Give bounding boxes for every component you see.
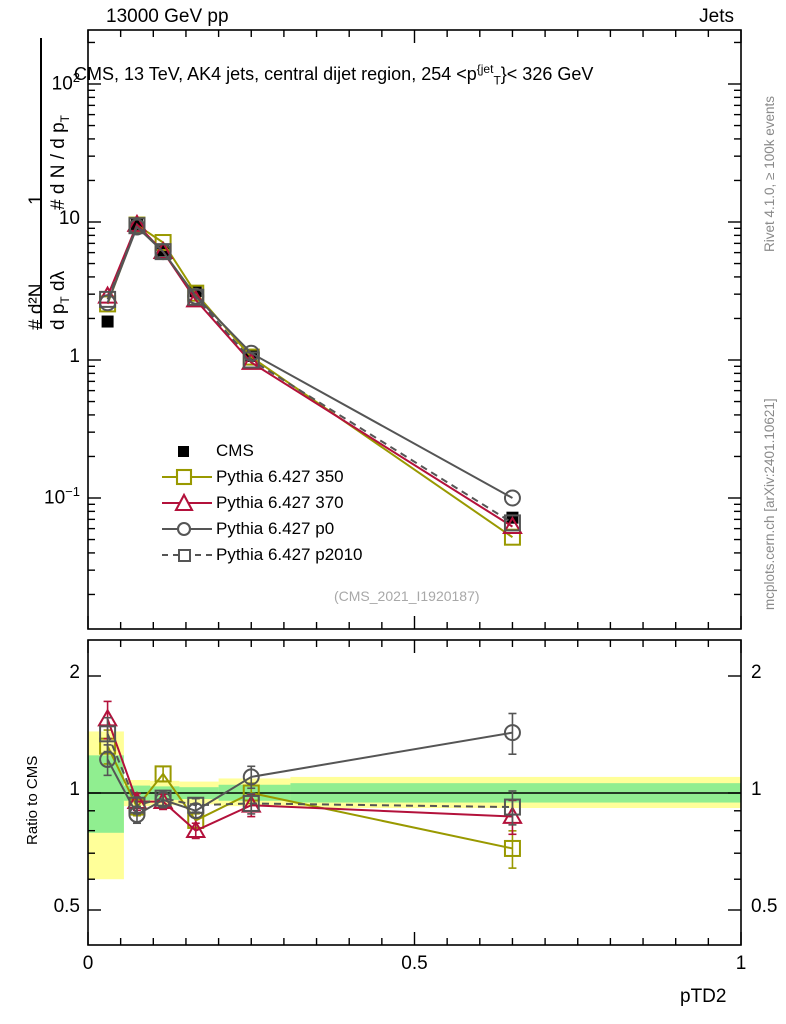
legend-row[interactable]: Pythia 6.427 p0 — [160, 516, 363, 542]
ratio-ytick-label-right-0: 2 — [751, 662, 762, 683]
legend-label-1: Pythia 6.427 350 — [216, 467, 344, 486]
main-marker-4-5 — [503, 514, 521, 532]
main-ytick-label-3: 10−1 — [44, 484, 80, 509]
main-marker-2-3 — [185, 289, 207, 308]
xaxis-label: pTD2 — [680, 986, 727, 1007]
ratio-series-line-2 — [106, 731, 513, 816]
main-marker-4-2 — [154, 243, 172, 261]
legend-marker-p370 — [162, 492, 212, 512]
plot-title-text: CMS, 13 TeV, AK4 jets, central dijet reg… — [74, 64, 477, 84]
main-marker-2-2 — [152, 240, 174, 259]
ratio-marker-3-0 — [99, 725, 117, 743]
main-marker-2-4 — [240, 351, 262, 370]
legend-label-0: CMS — [216, 441, 254, 460]
main-marker-4-3 — [187, 288, 205, 306]
ratio-ytick-label-left-2: 0.5 — [53, 896, 80, 917]
legend-label-4: Pythia 6.427 p2010 — [216, 545, 363, 564]
main-marker-2-5 — [502, 516, 523, 535]
legend-row[interactable]: Pythia 6.427 350 — [160, 464, 363, 490]
main-marker-4-0 — [99, 290, 117, 308]
ratio-marker-2-5 — [503, 724, 521, 742]
legend: CMS Pythia 6.427 350 Pythia 6.427 370 Py… — [160, 438, 363, 568]
main-marker-4-1 — [128, 217, 146, 235]
ratio-marker-1-3 — [185, 820, 207, 839]
ratio-marker-3-3 — [187, 796, 205, 814]
main-marker-4-4 — [242, 351, 260, 369]
plot-title-superscript: {jet — [476, 62, 494, 76]
legend-marker-p2010 — [162, 549, 212, 562]
main-series-line-4 — [106, 223, 513, 524]
legend-marker-p350 — [162, 468, 212, 486]
analysis-watermark: (CMS_2021_I1920187) — [334, 588, 480, 604]
ratio-series-line-1 — [106, 718, 513, 832]
legend-marker-p0 — [162, 521, 212, 537]
legend-row[interactable]: Pythia 6.427 370 — [160, 490, 363, 516]
main-ytick-label-2: 1 — [69, 346, 80, 367]
yaxis-label: # d²N d pT dλ 1 # d N / d pT — [4, 30, 72, 330]
ratio-ytick-label-left-0: 2 — [69, 662, 80, 683]
plot-title: CMS, 13 TeV, AK4 jets, central dijet reg… — [74, 62, 593, 88]
legend-row[interactable]: CMS — [160, 438, 363, 464]
ratio-marker-2-4 — [242, 768, 260, 786]
main-marker-0-0 — [101, 315, 114, 328]
main-ytick-label-0: 102 — [51, 70, 80, 95]
header-right: Jets — [699, 6, 734, 27]
legend-row[interactable]: Pythia 6.427 p2010 — [160, 542, 363, 568]
xtick-label-0: 0 — [82, 953, 94, 974]
plot-title-subscript: T — [493, 73, 501, 88]
legend-label-2: Pythia 6.427 370 — [216, 493, 344, 512]
ratio-marker-0-5 — [503, 839, 521, 857]
ratio-marker-3-4 — [242, 794, 260, 812]
main-ytick-label-1: 10 — [58, 208, 80, 229]
ratio-marker-3-5 — [503, 798, 521, 816]
ratio-series-line-3 — [106, 733, 513, 809]
ratio-marker-3-2 — [154, 789, 172, 807]
main-marker-2-1 — [126, 213, 148, 232]
main-marker-3-5 — [503, 489, 521, 507]
plot-title-tail: }< 326 GeV — [500, 64, 594, 84]
xtick-label-2: 1 — [735, 953, 747, 974]
header-left: 13000 GeV pp — [106, 6, 229, 27]
ratio-ytick-label-right-1: 1 — [751, 779, 762, 800]
legend-label-3: Pythia 6.427 p0 — [216, 519, 335, 538]
ratio-marker-3-1 — [128, 796, 146, 814]
legend-marker-cms — [178, 446, 189, 457]
ratio-marker-0-2 — [154, 765, 172, 783]
yaxis-fraction-bar — [40, 38, 42, 328]
ratio-ytick-label-left-1: 1 — [69, 779, 80, 800]
ratio-ytick-label-right-2: 0.5 — [751, 896, 778, 917]
xtick-label-1: 0.5 — [401, 953, 428, 974]
